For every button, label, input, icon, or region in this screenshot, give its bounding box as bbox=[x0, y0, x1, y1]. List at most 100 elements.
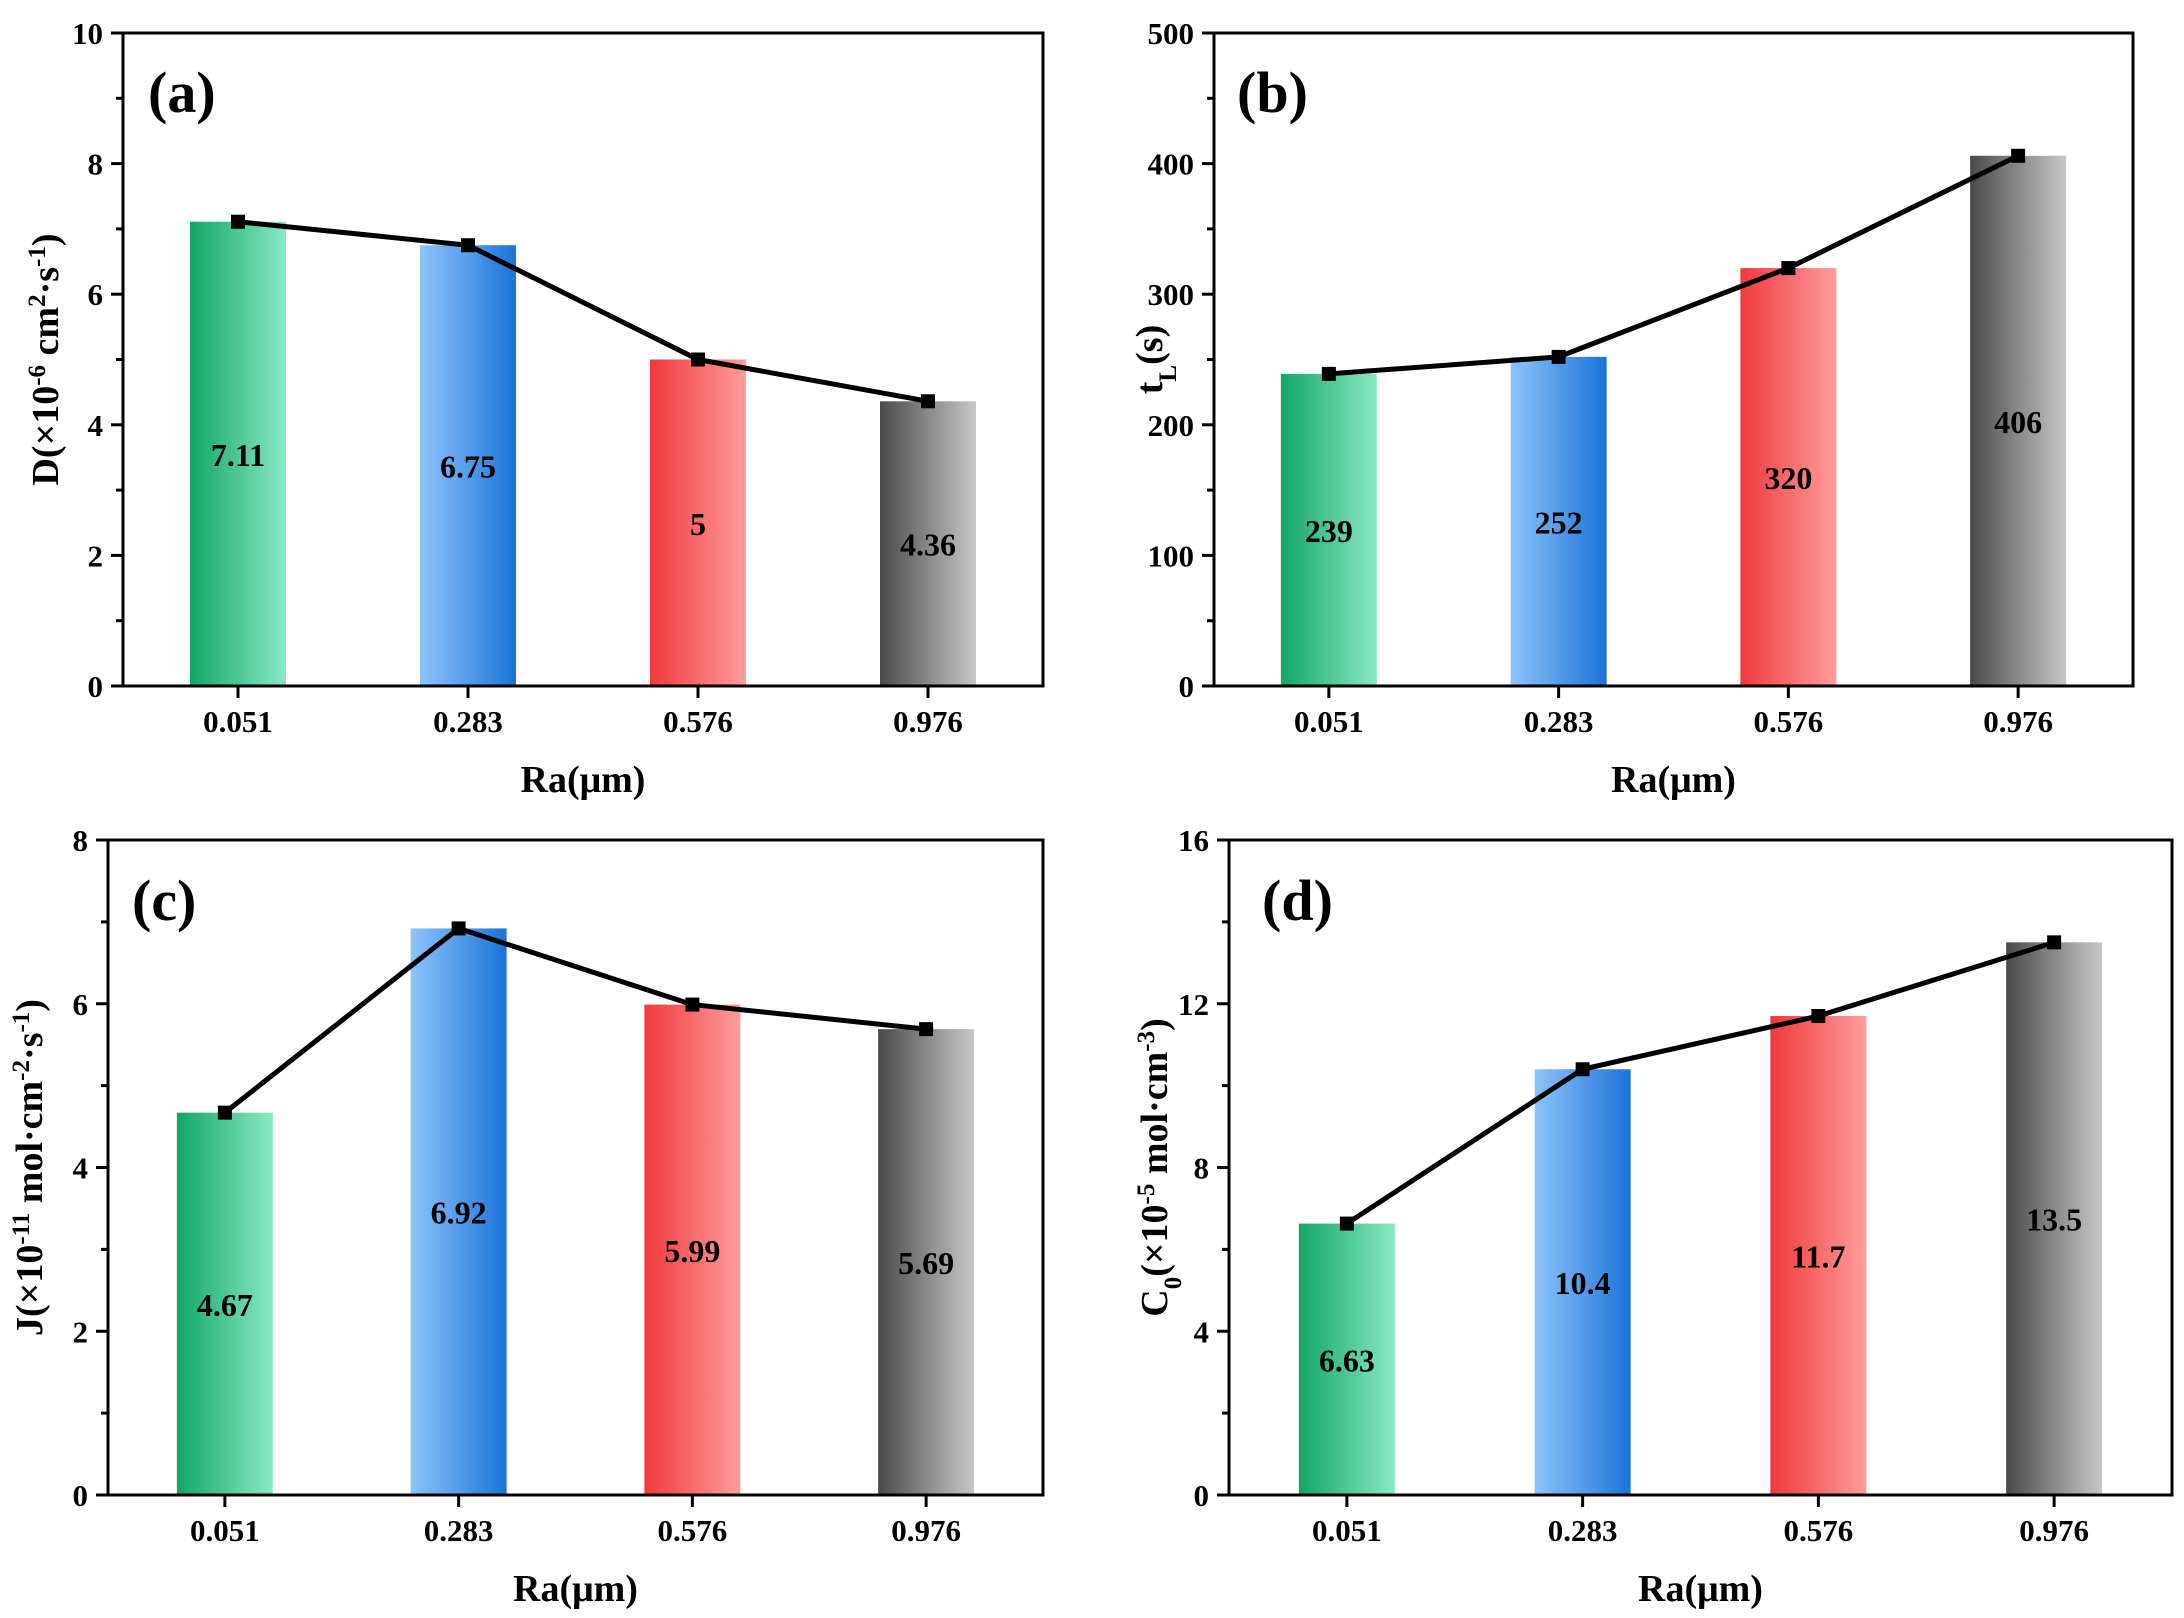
y-tick-label: 6 bbox=[73, 987, 89, 1022]
bar-value-label: 5.99 bbox=[664, 1233, 720, 1269]
panel-label: (a) bbox=[148, 60, 216, 125]
bar-value-label: 406 bbox=[1994, 404, 2042, 440]
panel-label: (d) bbox=[1262, 868, 1333, 933]
bar-0.051 bbox=[1298, 1223, 1395, 1495]
bar-value-label: 5.69 bbox=[898, 1245, 954, 1281]
y-tick-label: 0 bbox=[1194, 1478, 1210, 1513]
bar-value-label: 10.4 bbox=[1555, 1265, 1611, 1301]
y-axis-label: tL(s) bbox=[1129, 325, 1182, 394]
x-tick-label: 0.576 bbox=[658, 1513, 728, 1548]
x-tick-label: 0.976 bbox=[891, 1513, 961, 1548]
y-tick-label: 2 bbox=[73, 1314, 89, 1349]
y-tick-label: 4 bbox=[88, 408, 104, 443]
x-tick-label: 0.976 bbox=[893, 704, 963, 739]
y-tick-label: 0 bbox=[73, 1478, 89, 1513]
line-point bbox=[691, 352, 705, 367]
y-tick-label: 200 bbox=[1148, 408, 1195, 443]
bar-0.576 bbox=[644, 1004, 741, 1495]
y-tick-label: 500 bbox=[1148, 16, 1195, 51]
y-tick-label: 8 bbox=[1194, 1151, 1210, 1186]
y-tick-label: 12 bbox=[1178, 987, 1209, 1022]
x-tick-label: 0.051 bbox=[203, 704, 273, 739]
trend-line bbox=[223, 925, 927, 1115]
bar-value-label: 4.67 bbox=[197, 1287, 253, 1323]
y-tick-label: 2 bbox=[88, 538, 104, 573]
bar-value-label: 13.5 bbox=[2026, 1202, 2082, 1238]
bar-0.283 bbox=[1534, 1069, 1631, 1495]
x-tick-label: 0.051 bbox=[190, 1513, 260, 1548]
bar-value-label: 239 bbox=[1305, 513, 1353, 549]
bar-0.976 bbox=[880, 401, 976, 686]
bar-0.283 bbox=[1510, 356, 1607, 686]
line-point bbox=[921, 394, 935, 409]
x-tick-label: 0.283 bbox=[1548, 1513, 1618, 1548]
line-point bbox=[217, 1105, 232, 1120]
x-tick-label: 0.283 bbox=[424, 1513, 494, 1548]
line-point bbox=[231, 214, 245, 229]
y-tick-label: 10 bbox=[72, 16, 103, 51]
trend-line bbox=[237, 219, 929, 404]
x-axis-label: Ra(μm) bbox=[513, 1568, 638, 1610]
line-point bbox=[2047, 935, 2062, 950]
chart-panel-2: 239 252 320 406 0 100 200 300 400 500 0.051 0.283 0.… bbox=[1129, 16, 2135, 801]
line-point bbox=[1339, 1216, 1354, 1231]
line-point bbox=[1321, 366, 1336, 381]
bar-value-label: 252 bbox=[1535, 504, 1583, 540]
x-tick-label: 0.051 bbox=[1294, 704, 1364, 739]
y-axis-label: J(×10-11 mol·cm-2·s-1) bbox=[8, 999, 52, 1336]
bar-value-label: 11.7 bbox=[1791, 1239, 1845, 1275]
y-axis-label: D(×10-6 cm2·s-1) bbox=[24, 233, 68, 485]
line-point bbox=[1551, 349, 1566, 364]
bar-value-label: 320 bbox=[1764, 460, 1812, 496]
y-tick-label: 8 bbox=[88, 147, 104, 182]
bar-0.051 bbox=[1280, 373, 1377, 686]
bar-0.976 bbox=[2006, 942, 2103, 1495]
x-tick-label: 0.976 bbox=[2019, 1513, 2089, 1548]
y-axis-label: C0(×10-5 mol·cm-3) bbox=[1133, 1018, 1187, 1316]
y-tick-label: 4 bbox=[1194, 1314, 1210, 1349]
y-tick-label: 4 bbox=[73, 1151, 89, 1186]
bar-0.051 bbox=[176, 1112, 273, 1495]
bar-value-label: 7.11 bbox=[211, 437, 265, 473]
x-tick-label: 0.576 bbox=[1784, 1513, 1854, 1548]
y-tick-label: 400 bbox=[1148, 147, 1195, 182]
bar-value-label: 6.63 bbox=[1319, 1342, 1375, 1378]
bar-0.976 bbox=[878, 1029, 975, 1495]
bar-0.576 bbox=[1770, 1016, 1867, 1495]
bar-value-label: 6.75 bbox=[440, 449, 496, 485]
line-point bbox=[919, 1022, 934, 1037]
y-tick-label: 100 bbox=[1148, 538, 1195, 573]
line-point bbox=[1575, 1062, 1590, 1077]
x-axis-label: Ra(μm) bbox=[521, 759, 646, 801]
line-point bbox=[1781, 261, 1796, 276]
bar-value-label: 4.36 bbox=[900, 527, 956, 563]
bar-0.576 bbox=[650, 359, 746, 686]
panel-label: (c) bbox=[132, 868, 196, 933]
chart-panel-4: 6.63 10.4 11.7 13.5 0 4 8 12 16 0.051 0.283 0.576 0.… bbox=[1133, 823, 2174, 1610]
x-tick-label: 0.283 bbox=[433, 704, 503, 739]
y-tick-label: 0 bbox=[1179, 669, 1195, 704]
y-tick-label: 8 bbox=[73, 823, 89, 858]
bar-0.976 bbox=[1970, 155, 2067, 686]
y-tick-label: 300 bbox=[1148, 277, 1195, 312]
panel-label: (b) bbox=[1237, 60, 1308, 125]
bar-0.576 bbox=[1740, 268, 1837, 686]
x-tick-label: 0.283 bbox=[1524, 704, 1594, 739]
trend-line bbox=[1328, 153, 2020, 377]
chart-panel-1: 7.11 6.75 5 4.36 0 2 4 6 8 10 0.051 0.283 0.576 0.976… bbox=[24, 16, 1045, 801]
y-tick-label: 16 bbox=[1178, 823, 1209, 858]
bar-value-label: 6.92 bbox=[431, 1195, 487, 1231]
x-tick-label: 0.976 bbox=[1983, 704, 2053, 739]
x-axis-label: Ra(μm) bbox=[1611, 759, 1736, 801]
x-tick-label: 0.051 bbox=[1312, 1513, 1382, 1548]
line-point bbox=[451, 921, 466, 936]
x-axis-label: Ra(μm) bbox=[1638, 1568, 1763, 1610]
bar-0.283 bbox=[410, 928, 507, 1495]
bar-0.051 bbox=[190, 221, 286, 687]
bar-value-label: 5 bbox=[690, 506, 706, 542]
line-point bbox=[461, 238, 475, 253]
line-point bbox=[2011, 148, 2026, 163]
line-point bbox=[685, 997, 700, 1012]
y-tick-label: 0 bbox=[88, 669, 104, 704]
